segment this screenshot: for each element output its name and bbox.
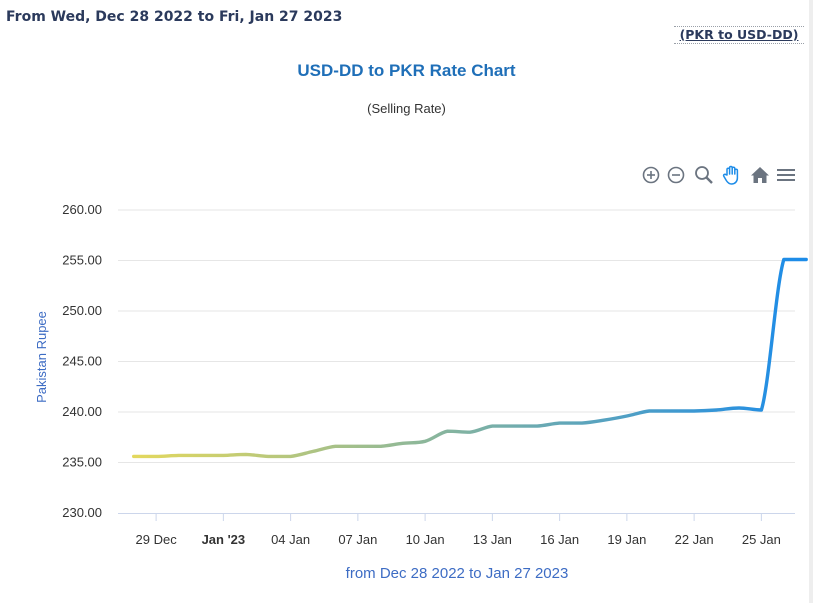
x-axis: 29 Dec Jan '23 04 Jan 07 Jan 10 Jan 13 Jan 16 … <box>118 513 795 547</box>
zoom-in-icon[interactable] <box>640 163 664 187</box>
home-reset-icon[interactable] <box>748 163 772 187</box>
pan-hand-icon[interactable] <box>720 163 744 187</box>
x-tick-label: 07 Jan <box>338 532 377 547</box>
y-tick-label: 235.00 <box>62 455 102 470</box>
x-tick-label: Jan '23 <box>202 532 246 547</box>
x-tick-label: 22 Jan <box>675 532 714 547</box>
series-line-usd-dd-to-pkr <box>132 257 808 459</box>
series-group <box>132 257 808 459</box>
y-tick-label: 240.00 <box>62 404 102 419</box>
y-tick-label: 260.00 <box>62 202 102 217</box>
swap-currency-link[interactable]: (PKR to USD-DD) <box>674 26 804 44</box>
x-axis-title: from Dec 28 2022 to Jan 27 2023 <box>346 565 569 582</box>
x-tick-label: 04 Jan <box>271 532 310 547</box>
y-tick-label: 245.00 <box>62 354 102 369</box>
x-tick-label: 16 Jan <box>540 532 579 547</box>
y-tick-label: 250.00 <box>62 303 102 318</box>
y-axis-title: Pakistan Rupee <box>34 311 49 403</box>
y-axis-labels: 230.00 235.00 240.00 245.00 250.00 255.00 260.… <box>62 202 102 520</box>
x-tick-label: 19 Jan <box>607 532 646 547</box>
page-scrollbar-edge <box>809 0 813 603</box>
x-tick-label: 13 Jan <box>473 532 512 547</box>
chart-subtitle: (Selling Rate) <box>367 101 446 116</box>
date-range-heading: From Wed, Dec 28 2022 to Fri, Jan 27 202… <box>6 9 343 25</box>
x-tick-label: 29 Dec <box>136 532 178 547</box>
selection-zoom-icon[interactable] <box>692 163 716 187</box>
y-tick-label: 255.00 <box>62 253 102 268</box>
x-tick-label: 25 Jan <box>742 532 781 547</box>
zoom-out-icon[interactable] <box>665 163 689 187</box>
chart-title: USD-DD to PKR Rate Chart <box>297 61 516 80</box>
menu-icon[interactable] <box>774 163 798 187</box>
y-tick-label: 230.00 <box>62 505 102 520</box>
y-gridlines <box>118 209 795 463</box>
x-tick-label: 10 Jan <box>406 532 445 547</box>
